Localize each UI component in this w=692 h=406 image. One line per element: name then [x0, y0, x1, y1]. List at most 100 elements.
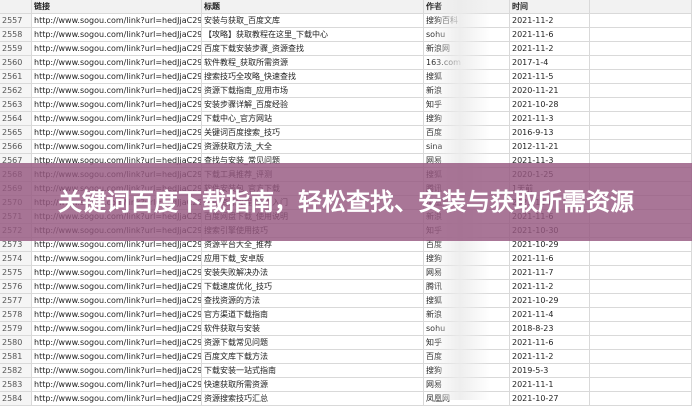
table-cell: 资源下载指南_应用市场 — [202, 84, 424, 97]
table-row: 2564 http://www.sogou.com/link?url=hedJja… — [0, 112, 692, 126]
header-row: 链接标题作者时间 — [0, 0, 692, 14]
table-row: 2583 http://www.sogou.com/link?url=hedJja… — [0, 378, 692, 392]
table-cell: 2021-10-29 — [510, 238, 590, 251]
header-cell: 标题 — [202, 0, 424, 13]
table-row: 2581 http://www.sogou.com/link?url=hedJja… — [0, 350, 692, 364]
header-cell: 时间 — [510, 0, 590, 13]
empty-cell — [590, 252, 692, 265]
table-row: 2580 http://www.sogou.com/link?url=hedJja… — [0, 336, 692, 350]
table-cell: 2561 — [0, 70, 32, 83]
table-cell: 2021-11-2 — [510, 280, 590, 293]
table-row: 2563 http://www.sogou.com/link?url=hedJja… — [0, 98, 692, 112]
table-cell: 2021-10-29 — [510, 294, 590, 307]
table-cell: 2021-11-5 — [510, 70, 590, 83]
empty-cell — [590, 378, 692, 391]
table-cell: 安装步骤详解_百度经验 — [202, 98, 424, 111]
table-cell: 2576 — [0, 280, 32, 293]
table-row: 2560 http://www.sogou.com/link?url=hedJja… — [0, 56, 692, 70]
table-cell: 2584 — [0, 392, 32, 405]
empty-cell — [590, 28, 692, 41]
table-cell: 查找与安装_常见问题 — [202, 154, 424, 167]
table-cell: http://www.sogou.com/link?url=hedJjaC291… — [34, 294, 202, 307]
table-cell: 2578 — [0, 308, 32, 321]
table-cell: 2574 — [0, 252, 32, 265]
table-cell: 2563 — [0, 98, 32, 111]
table-cell: http://www.sogou.com/link?url=hedJjaC291… — [34, 112, 202, 125]
table-cell: http://www.sogou.com/link?url=hedJjaC291… — [34, 140, 202, 153]
empty-cell — [590, 322, 692, 335]
table-cell: http://www.sogou.com/link?url=hedJjaC291… — [34, 378, 202, 391]
table-cell: 【攻略】获取教程在这里_下载中心 — [202, 28, 424, 41]
empty-cell — [590, 56, 692, 69]
table-cell: http://www.sogou.com/link?url=hedJjaC291… — [34, 70, 202, 83]
table-row: 2565 http://www.sogou.com/link?url=hedJja… — [0, 126, 692, 140]
table-cell: 2021-11-2 — [510, 350, 590, 363]
table-cell: 2021-11-6 — [510, 336, 590, 349]
table-cell: 2565 — [0, 126, 32, 139]
table-cell: http://www.sogou.com/link?url=hedJjaC291… — [34, 98, 202, 111]
table-cell: 2564 — [0, 112, 32, 125]
table-cell: 百度文库下载方法 — [202, 350, 424, 363]
empty-cell — [590, 112, 692, 125]
header-cell: 链接 — [32, 0, 202, 13]
table-cell: http://www.sogou.com/link?url=hedJjaC291… — [34, 322, 202, 335]
table-cell: 2557 — [0, 14, 32, 27]
table-cell: 2021-11-2 — [510, 42, 590, 55]
table-cell: 官方渠道下载指南 — [202, 308, 424, 321]
table-row: 2574 http://www.sogou.com/link?url=hedJja… — [0, 252, 692, 266]
table-cell: http://www.sogou.com/link?url=hedJjaC291… — [34, 126, 202, 139]
banner: 关键词百度下载指南，轻松查找、安装与获取所需资源 — [0, 163, 692, 241]
table-cell: 2021-11-1 — [510, 378, 590, 391]
table-cell: 百度下载安装步骤_资源查找 — [202, 42, 424, 55]
table-cell: 2021-10-27 — [510, 392, 590, 405]
empty-cell — [590, 140, 692, 153]
table-cell: 2021-11-3 — [510, 154, 590, 167]
empty-cell — [590, 98, 692, 111]
table-cell: 搜索技巧全攻略_快速查找 — [202, 70, 424, 83]
empty-cell — [590, 392, 692, 405]
table-row: 2579 http://www.sogou.com/link?url=hedJja… — [0, 322, 692, 336]
empty-cell — [590, 14, 692, 27]
table-cell: 下载速度优化_技巧 — [202, 280, 424, 293]
table-cell: 2021-11-6 — [510, 28, 590, 41]
table-cell: 关键词百度搜索_技巧 — [202, 126, 424, 139]
table-cell: http://www.sogou.com/link?url=hedJjaC291… — [34, 84, 202, 97]
table-row: 2566 http://www.sogou.com/link?url=hedJja… — [0, 140, 692, 154]
table-cell: http://www.sogou.com/link?url=hedJjaC291… — [34, 350, 202, 363]
table-cell: http://www.sogou.com/link?url=hedJjaC291… — [34, 252, 202, 265]
table-cell: 快速获取所需资源 — [202, 378, 424, 391]
table-cell: 2020-11-21 — [510, 84, 590, 97]
table-row: 2559 http://www.sogou.com/link?url=hedJja… — [0, 42, 692, 56]
table-cell: 2577 — [0, 294, 32, 307]
banner-title: 关键词百度下载指南，轻松查找、安装与获取所需资源 — [58, 188, 634, 216]
table-cell: http://www.sogou.com/link?url=hedJjaC291… — [34, 28, 202, 41]
empty-cell — [590, 42, 692, 55]
table-row: 2575 http://www.sogou.com/link?url=hedJja… — [0, 266, 692, 280]
table-cell: 2582 — [0, 364, 32, 377]
table-cell: 查找资源的方法 — [202, 294, 424, 307]
table-cell: 2017-1-4 — [510, 56, 590, 69]
table-row: 2576 http://www.sogou.com/link?url=hedJja… — [0, 280, 692, 294]
table-cell: 安装失败解决办法 — [202, 266, 424, 279]
table-cell: 2016-9-13 — [510, 126, 590, 139]
table-cell: http://www.sogou.com/link?url=hedJjaC291… — [34, 308, 202, 321]
table-cell: 2558 — [0, 28, 32, 41]
table-cell: 资源获取方法_大全 — [202, 140, 424, 153]
table-cell: 2575 — [0, 266, 32, 279]
table-row: 2562 http://www.sogou.com/link?url=hedJja… — [0, 84, 692, 98]
table-cell: 2019-5-3 — [510, 364, 590, 377]
table-cell: 下载安装一站式指南 — [202, 364, 424, 377]
table-cell: 软件教程_获取所需资源 — [202, 56, 424, 69]
empty-cell — [590, 364, 692, 377]
empty-cell — [590, 294, 692, 307]
table-cell: 应用下载_安卓版 — [202, 252, 424, 265]
table-cell: 2583 — [0, 378, 32, 391]
table-cell: 2573 — [0, 238, 32, 251]
table-cell: 资源搜索技巧汇总 — [202, 392, 424, 405]
empty-cell — [590, 126, 692, 139]
table-cell: 2021-10-28 — [510, 98, 590, 111]
table-cell: 2581 — [0, 350, 32, 363]
table-cell: http://www.sogou.com/link?url=hedJjaC291… — [34, 280, 202, 293]
empty-cell — [590, 280, 692, 293]
